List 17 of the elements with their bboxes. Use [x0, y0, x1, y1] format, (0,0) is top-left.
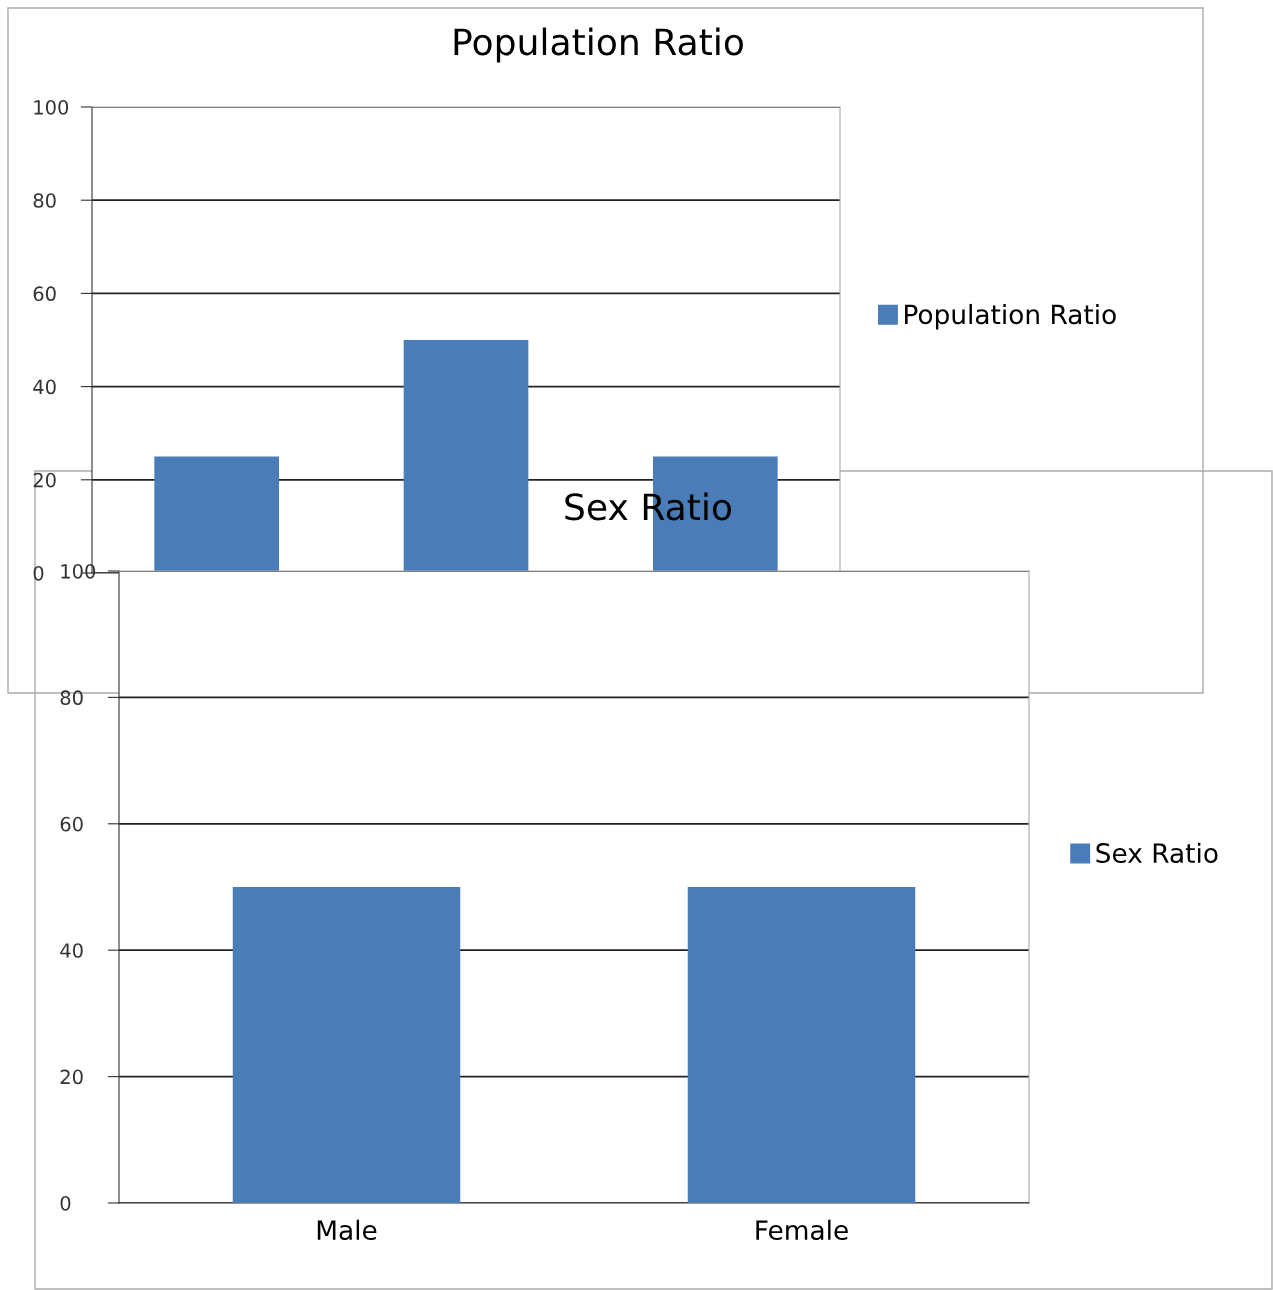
y-tick-label: 80	[60, 690, 83, 706]
y-tick-label: 0	[60, 1195, 71, 1211]
chart-title: Population Ratio	[454, 27, 743, 63]
y-tick-label: 80	[33, 193, 56, 208]
x-tick-label: Female	[756, 1219, 848, 1241]
y-tick-label: 100	[61, 563, 96, 579]
y-tick-label: 20	[33, 472, 56, 488]
legend-label: Sex Ratio	[1096, 842, 1218, 864]
y-tick-label: 0	[33, 565, 44, 581]
x-tick-label: Male	[317, 1219, 377, 1241]
y-tick-label: 20	[60, 1069, 83, 1085]
y-tick-label: 40	[60, 943, 83, 958]
y-tick-label: 40	[33, 379, 56, 395]
legend-label: Population Ratio	[905, 303, 1116, 330]
y-tick-label: 100	[34, 99, 69, 115]
y-tick-label: 60	[60, 816, 83, 832]
y-tick-label: 60	[33, 286, 56, 302]
